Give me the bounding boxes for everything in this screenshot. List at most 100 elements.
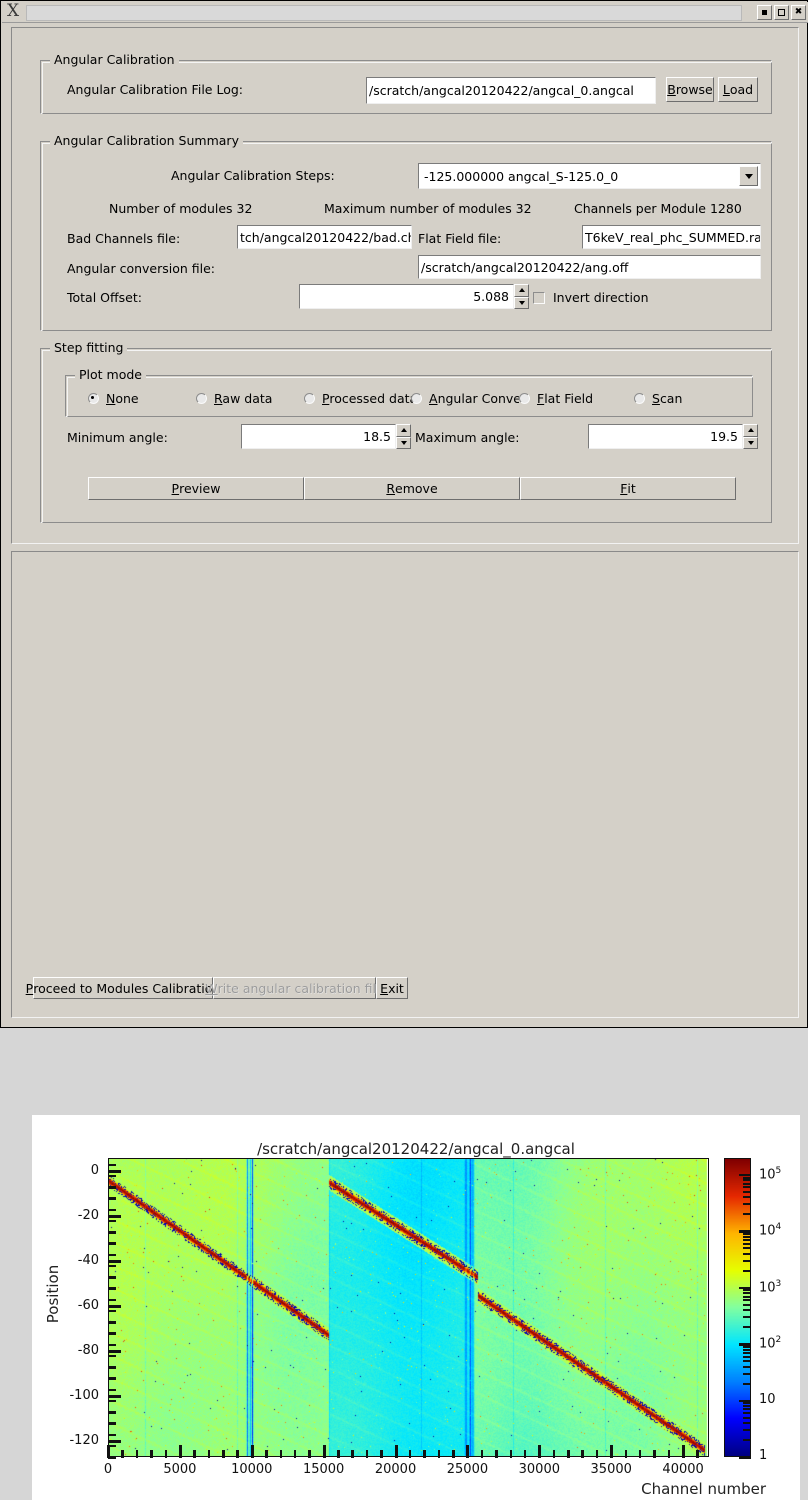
y-minor-tick [108,1298,116,1302]
maximize-icon[interactable] [774,5,789,20]
colorbar-minor-tick [743,1348,751,1351]
colorbar-minor-tick [743,1235,751,1238]
close-icon[interactable]: ✖ [791,5,806,20]
angular-conversion-input[interactable]: /scratch/angcal20120422/ang.off [418,255,761,279]
y-minor-tick [108,1174,116,1178]
colorbar-minor-tick [743,1422,751,1425]
radio-plot-mode-scan[interactable]: Scan [634,391,682,406]
plot-xlabel: Channel number [641,1480,766,1498]
x-minor-tick [495,1450,498,1458]
invert-direction-checkbox[interactable]: Invert direction [533,290,649,305]
stepper-up-icon[interactable] [514,284,529,297]
y-major-tick [108,1170,121,1174]
x-minor-tick [480,1450,484,1458]
colorbar-tick-label: 10 [759,1391,776,1407]
maximum-angle-input[interactable]: 19.5 [588,424,743,449]
minimize-icon[interactable] [757,5,772,20]
chevron-down-icon[interactable] [739,166,758,186]
x-minor-tick [121,1450,124,1458]
stepper-up-icon[interactable] [396,424,411,437]
colorbar-minor-tick [743,1429,751,1432]
file-log-input[interactable]: /scratch/angcal20120422/angcal_0.angcal [366,77,656,104]
minimum-angle-input[interactable]: 18.5 [241,424,396,449]
x-minor-tick [135,1450,139,1458]
bad-channels-input[interactable]: tch/angcal20120422/bad.chan [237,225,412,249]
x-minor-tick [380,1450,383,1458]
stepper-up-icon[interactable] [743,424,758,437]
heatmap-figure[interactable]: /scratch/angcal20120422/angcal_0.angcal … [32,1115,800,1500]
x-minor-tick [696,1450,699,1458]
x-major-tick [466,1445,470,1458]
y-tick-label: -80 [77,1343,99,1359]
radio-label: Scan [652,391,683,406]
x-minor-tick [638,1450,642,1458]
x-minor-tick [308,1450,311,1458]
radio-plot-mode-flat-field[interactable]: Flat Field [519,391,594,406]
y-minor-tick [108,1219,116,1223]
x-tick-label: 25000 [446,1462,489,1477]
x-minor-tick [164,1450,167,1458]
title-bar: X ✖ [2,2,808,23]
window-title [26,5,742,21]
y-major-tick [108,1395,121,1399]
stepper-down-icon[interactable] [514,296,529,309]
y-minor-tick [108,1332,116,1335]
x-minor-tick [337,1450,340,1458]
x-minor-tick [423,1450,426,1458]
radio-dot [519,393,530,404]
heatmap-image [108,1158,709,1457]
stepper-down-icon[interactable] [743,436,758,449]
maximum-number-of-modules-text: Maximum number of modules 32 [324,201,532,216]
summary-group: Angular Calibration Summary Angular Cali… [40,134,772,331]
bad-channels-label: Bad Channels file: [67,231,181,246]
x-minor-tick [581,1450,584,1458]
y-major-tick [108,1350,121,1354]
minimum-angle-stepper[interactable] [396,424,411,449]
total-offset-stepper[interactable] [514,284,529,309]
radio-plot-mode-none[interactable]: None [88,391,139,406]
colorbar-minor-tick [743,1408,751,1411]
colorbar-minor-tick [743,1309,751,1312]
radio-dot [411,393,422,404]
x-minor-tick [552,1450,556,1458]
flat-field-input[interactable]: T6keV_real_phc_SUMMED.raw [582,225,761,249]
maximum-angle-label: Maximum angle: [415,430,520,445]
colorbar-tick-label: 103 [759,1278,782,1296]
colorbar-minor-tick [743,1182,751,1185]
y-minor-tick [108,1231,116,1234]
radio-dot [196,393,207,404]
x-minor-tick [653,1450,656,1458]
y-major-tick [108,1305,121,1309]
y-minor-tick [108,1186,116,1189]
radio-plot-mode-raw-data[interactable]: Raw data [196,391,272,406]
x-minor-tick [236,1450,239,1458]
calibration-steps-select[interactable]: -125.000000 angcal_S-125.0_0 [418,163,761,189]
colorbar-minor-tick [743,1247,751,1250]
radio-plot-mode-processed-data[interactable]: Processed data [304,391,417,406]
controls-panel: Angular Calibration Angular Calibration … [11,27,799,544]
colorbar-minor-tick [743,1203,751,1206]
stepper-down-icon[interactable] [396,436,411,449]
plot-mode-group: Plot mode None Raw data Processed data A… [65,368,753,417]
total-offset-input[interactable]: 5.088 [299,284,514,309]
colorbar-minor-tick [743,1196,751,1199]
maximum-angle-stepper[interactable] [743,424,758,449]
x-tick-label: 0 [103,1462,113,1477]
y-minor-tick [108,1377,116,1380]
y-minor-tick [108,1309,116,1313]
y-minor-tick [108,1366,116,1369]
colorbar-minor-tick [743,1269,751,1272]
x-major-tick [178,1445,182,1458]
radio-plot-mode-angular-conversion[interactable]: Angular Conver [411,391,526,406]
y-tick-label: 0 [90,1163,99,1179]
total-offset-label: Total Offset: [67,290,142,305]
x-minor-tick [408,1450,412,1458]
